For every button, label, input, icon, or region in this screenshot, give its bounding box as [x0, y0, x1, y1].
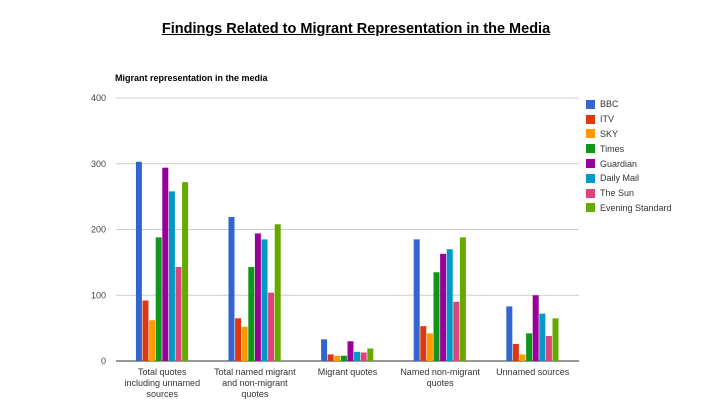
bar-the-sun: [175, 266, 182, 361]
legend-swatch: [586, 173, 595, 183]
bar-sky: [519, 354, 526, 361]
bar-itv: [327, 354, 334, 361]
bar-the-sun: [453, 301, 460, 361]
bar-the-sun: [268, 292, 275, 361]
legend-item: The Sun: [586, 186, 672, 201]
chart-title: Migrant representation in the media: [115, 73, 268, 83]
legend-label: The Sun: [600, 188, 635, 199]
bar-guardian: [254, 233, 261, 361]
bar-guardian: [440, 253, 447, 361]
bar-evening-standard: [459, 237, 466, 361]
y-tick-label: 300: [91, 159, 106, 169]
bar-evening-standard: [182, 182, 189, 361]
x-tick-label: including unnamed: [125, 378, 201, 388]
bar-daily-mail: [446, 249, 453, 361]
legend-label: Evening Standard: [600, 202, 672, 213]
legend-item: Times: [586, 141, 672, 156]
legend-label: Daily Mail: [600, 173, 640, 184]
legend-swatch: [586, 114, 595, 124]
bar-evening-standard: [552, 318, 559, 361]
legend-item: Evening Standard: [586, 201, 672, 216]
legend-item: Daily Mail: [586, 171, 672, 186]
bar-the-sun: [360, 352, 367, 361]
bar-itv: [235, 318, 242, 361]
x-tick-label: Migrant quotes: [318, 367, 378, 377]
bar-times: [433, 272, 440, 361]
bar-sky: [241, 326, 248, 361]
x-tick-label: Named non-migrant: [400, 367, 480, 377]
legend-item: SKY: [586, 127, 672, 142]
bar-evening-standard: [274, 224, 281, 361]
bar-daily-mail: [168, 191, 175, 361]
bar-times: [526, 333, 533, 361]
x-tick-label: sources: [147, 389, 179, 399]
bar-bbc: [413, 239, 420, 361]
legend-item: ITV: [586, 112, 672, 127]
x-tick-label: Unnamed sources: [496, 367, 570, 377]
bar-times: [248, 266, 255, 361]
bar-itv: [420, 326, 427, 361]
y-tick-label: 100: [91, 290, 106, 300]
x-tick-label: Total named migrant: [214, 367, 296, 377]
bar-times: [155, 237, 162, 361]
x-tick-label: quotes: [241, 389, 269, 399]
legend-swatch: [586, 188, 595, 198]
bar-sky: [149, 320, 156, 361]
legend-swatch: [586, 159, 595, 169]
bar-times: [340, 355, 347, 361]
bar-bbc: [506, 306, 513, 361]
y-tick-label: 400: [91, 93, 106, 103]
bar-itv: [512, 343, 519, 361]
bar-guardian: [162, 167, 169, 361]
bar-daily-mail: [261, 239, 268, 361]
bar-guardian: [532, 295, 539, 361]
legend-swatch: [586, 99, 595, 109]
bar-daily-mail: [354, 351, 361, 361]
y-tick-label: 200: [91, 225, 106, 235]
legend-label: SKY: [600, 128, 619, 139]
bar-the-sun: [545, 336, 552, 361]
bar-bbc: [228, 217, 235, 361]
x-tick-label: Total quotes: [138, 367, 187, 377]
bar-itv: [142, 300, 149, 361]
bar-bbc: [135, 161, 142, 361]
bar-evening-standard: [367, 348, 374, 361]
bar-guardian: [347, 341, 354, 361]
x-tick-label: and non-migrant: [222, 378, 288, 388]
legend-label: Guardian: [600, 158, 638, 169]
bar-daily-mail: [539, 313, 546, 361]
legend-swatch: [586, 129, 595, 139]
chart-legend: BBC ITV SKY Times Guardian Daily Mail The Sun E…: [586, 97, 672, 215]
bar-sky: [426, 333, 433, 361]
legend-label: ITV: [600, 114, 615, 125]
legend-item: BBC: [586, 97, 672, 112]
y-tick-label: 0: [101, 356, 106, 366]
legend-item: Guardian: [586, 156, 672, 171]
legend-swatch: [586, 203, 595, 213]
legend-swatch: [586, 144, 595, 154]
x-tick-label: quotes: [427, 378, 455, 388]
legend-label: Times: [600, 143, 625, 154]
page-title: Findings Related to Migrant Representati…: [161, 21, 551, 37]
legend-label: BBC: [600, 99, 619, 110]
bar-bbc: [321, 339, 328, 361]
bar-sky: [334, 355, 341, 361]
